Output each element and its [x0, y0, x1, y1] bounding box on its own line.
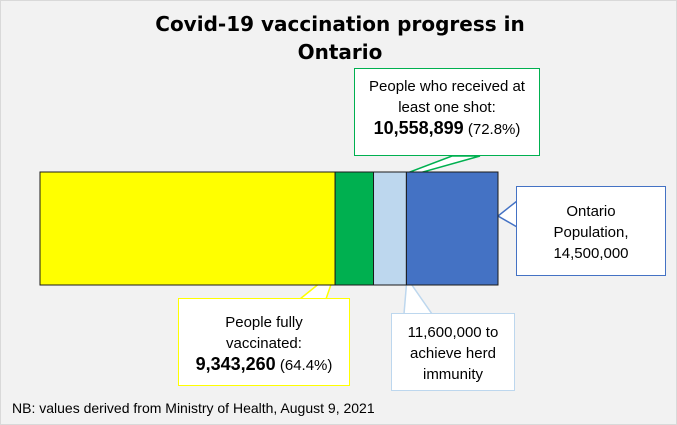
population-line1: Ontario — [566, 203, 616, 220]
one-shot-callout: People who received at least one shot: 1… — [354, 68, 540, 156]
herd-line3: immunity — [422, 366, 483, 383]
herd-immunity-segment — [373, 171, 407, 286]
herd-immunity-callout: 11,600,000 to achieve herd immunity — [391, 313, 515, 391]
full-line2: vaccinated: — [226, 335, 302, 352]
stacked-bar — [39, 171, 499, 286]
full-vaccinated-callout: People fully vaccinated: 9,343,260 (64.4… — [178, 298, 350, 386]
population-callout-tail — [496, 199, 518, 229]
source-note: NB: values derived from Ministry of Heal… — [12, 400, 375, 416]
one-shot-segment — [334, 171, 375, 286]
one-shot-line2: least one shot: — [398, 99, 496, 116]
population-line2: Population, — [553, 224, 629, 241]
population-segment — [405, 171, 499, 286]
one-shot-value: 10,558,899 — [373, 118, 464, 138]
one-shot-line1: People who received at — [369, 78, 525, 95]
herd-line1: 11,600,000 to — [407, 324, 499, 341]
chart-title: Covid-19 vaccination progress in Ontario — [155, 12, 525, 64]
population-line3: 14,500,000 — [553, 245, 629, 262]
full-line1: People fully — [225, 314, 303, 331]
full-value: 9,343,260 — [195, 354, 276, 374]
herd-line2: achieve herd — [410, 345, 496, 362]
full-percent: (64.4%) — [279, 357, 333, 374]
fully-vaccinated-segment — [39, 171, 336, 286]
one-shot-percent: (72.8%) — [467, 121, 521, 138]
population-callout: Ontario Population, 14,500,000 — [516, 186, 666, 276]
